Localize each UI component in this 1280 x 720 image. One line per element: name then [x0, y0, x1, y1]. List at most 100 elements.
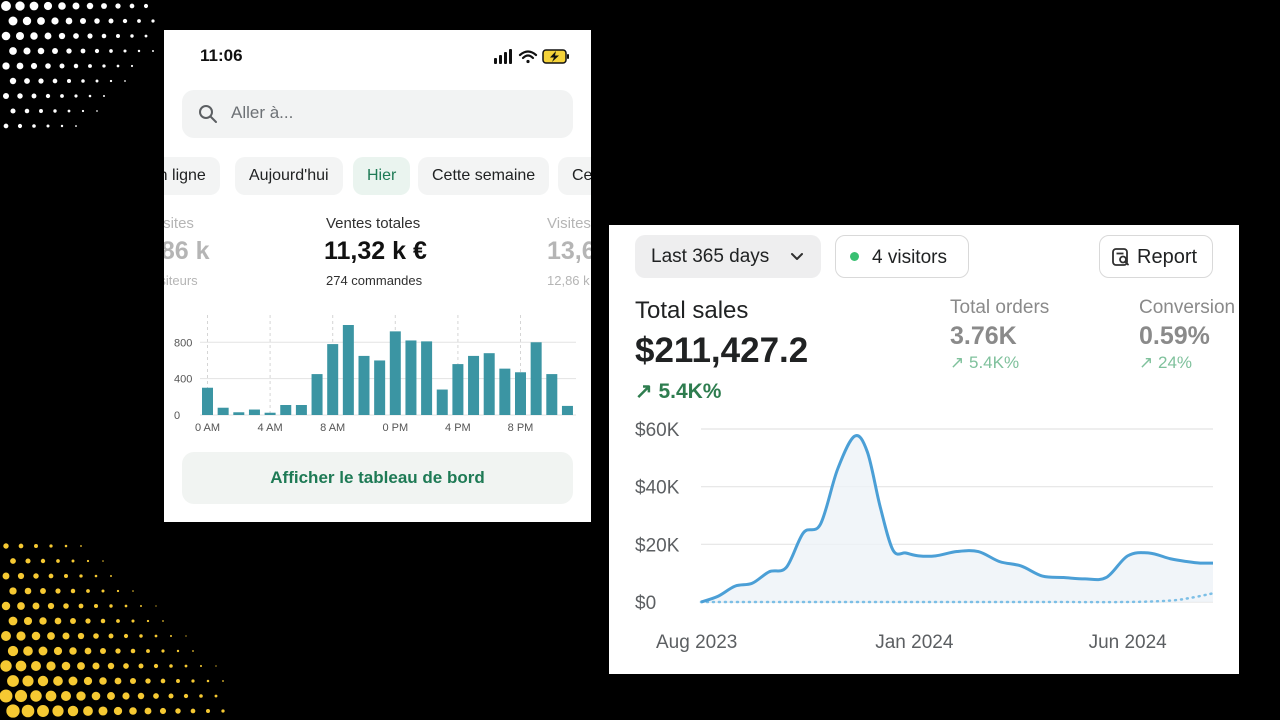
- decorative-dot: [162, 620, 164, 622]
- decorative-dot: [98, 706, 108, 716]
- decorative-dot: [44, 32, 52, 40]
- chevron-down-icon: [791, 253, 803, 260]
- decorative-dot: [40, 588, 46, 594]
- bar: [248, 409, 260, 415]
- metric-total-sales-sub: 274 commandes: [326, 273, 423, 288]
- decorative-dot: [40, 558, 46, 564]
- decorative-dot: [64, 544, 68, 548]
- metric-total-sales-value: 11,32 k €: [324, 237, 427, 265]
- live-status-dot: [850, 252, 859, 261]
- report-label: Report: [1137, 246, 1198, 268]
- battery-charging-icon: [542, 49, 569, 64]
- decorative-dot: [215, 665, 217, 667]
- decorative-dot: [88, 94, 92, 98]
- comparison-series-line: [699, 592, 1215, 604]
- decorative-dot: [1, 631, 11, 641]
- decorative-dot: [45, 93, 51, 99]
- metric-visits-right-sub: 12,86 k: [547, 273, 590, 288]
- decorative-dot: [122, 18, 128, 24]
- decorative-dot: [101, 33, 107, 39]
- decorative-dot: [61, 661, 71, 671]
- decorative-dot: [116, 64, 120, 68]
- x-tick-label: Jun 2024: [1089, 632, 1168, 653]
- decorative-dot: [72, 2, 80, 10]
- metric-visits-sub: visiteurs: [164, 273, 198, 288]
- report-button[interactable]: Report: [1099, 235, 1213, 278]
- decorative-dot: [33, 573, 39, 579]
- decorative-dot: [45, 690, 57, 702]
- live-visitors-button[interactable]: 4 visitors: [835, 235, 969, 278]
- search-icon: [199, 105, 217, 123]
- view-dashboard-button[interactable]: Afficher le tableau de bord: [182, 452, 573, 504]
- y-tick-label: 0: [174, 410, 180, 422]
- decorative-dot: [1, 1, 11, 11]
- sales-over-time-line-chart: $0 $20K $40K $60K Aug 2023 Jan 2024 Jun 2024: [635, 420, 1215, 653]
- tab-en-ligne[interactable]: En ligne: [164, 157, 220, 195]
- decorative-dot: [3, 543, 9, 549]
- decorative-dot: [23, 646, 33, 656]
- decorative-dot: [9, 77, 17, 85]
- decorative-dot: [66, 78, 72, 84]
- decorative-dot: [0, 660, 12, 672]
- decorative-dot: [155, 605, 157, 607]
- decorative-dot: [94, 18, 100, 24]
- decorative-dots-top-left: [1, 1, 155, 129]
- sales-overview-panel: Last 365 days 4 visitors Report Total sa…: [609, 225, 1239, 674]
- decorative-dot: [70, 618, 76, 624]
- decorative-dot: [139, 634, 143, 638]
- decorative-dot: [75, 125, 77, 127]
- decorative-dot: [30, 32, 38, 40]
- decorative-dot: [7, 645, 19, 657]
- decorative-dot: [95, 79, 99, 83]
- decorative-dot: [69, 647, 77, 655]
- decorative-dot: [63, 573, 69, 579]
- decorative-dot: [130, 34, 134, 38]
- decorative-dot: [48, 573, 54, 579]
- search-input[interactable]: Aller à...: [182, 90, 573, 138]
- arrow-up-right-icon: ↗: [635, 380, 653, 403]
- decorative-dot: [1, 31, 11, 41]
- tab-hier[interactable]: Hier: [353, 157, 411, 195]
- decorative-dot: [23, 47, 31, 55]
- decorative-dot: [25, 558, 31, 564]
- decorative-dot: [137, 49, 141, 53]
- arrow-up-right-icon: ↗: [950, 353, 965, 372]
- decorative-dot: [107, 692, 115, 700]
- decorative-dot: [94, 574, 98, 578]
- decorative-dot: [66, 48, 72, 54]
- decorative-dot: [96, 110, 98, 112]
- date-range-dropdown[interactable]: Last 365 days: [635, 235, 821, 278]
- decorative-dot: [190, 708, 196, 714]
- y-tick-label: $0: [635, 593, 656, 614]
- decorative-dot: [129, 3, 135, 9]
- decorative-dot: [116, 589, 120, 593]
- decorative-dot: [15, 1, 25, 11]
- decorative-dot: [107, 662, 115, 670]
- decorative-dot: [152, 50, 154, 52]
- report-search-icon: [1112, 248, 1129, 266]
- decorative-dot: [37, 705, 49, 717]
- total-orders-label: Total orders: [950, 297, 1050, 318]
- decorative-dot: [10, 108, 16, 114]
- bar: [452, 364, 464, 415]
- decorative-dot: [8, 616, 18, 626]
- x-tick-label: 4 PM: [445, 422, 471, 434]
- tab-cette-semaine[interactable]: Cette semaine: [418, 157, 550, 195]
- tab-ce-mois[interactable]: Ce mois: [558, 157, 591, 195]
- decorative-dot: [53, 109, 57, 113]
- signal-icon: [494, 49, 512, 64]
- decorative-dot: [60, 124, 64, 128]
- x-tick-label: 0 AM: [195, 422, 220, 434]
- decorative-dot: [79, 17, 87, 25]
- tab-aujourdhui[interactable]: Aujourd'hui: [235, 157, 343, 195]
- decorative-dot: [39, 109, 43, 113]
- bar: [499, 368, 511, 415]
- sales-area-fill: [701, 435, 1213, 602]
- decorative-dot: [73, 33, 79, 39]
- decorative-dot: [38, 78, 44, 84]
- decorative-dot: [65, 17, 73, 25]
- decorative-dot: [67, 109, 71, 113]
- decorative-dot: [86, 559, 90, 563]
- decorative-dot: [92, 662, 100, 670]
- bar: [530, 342, 542, 415]
